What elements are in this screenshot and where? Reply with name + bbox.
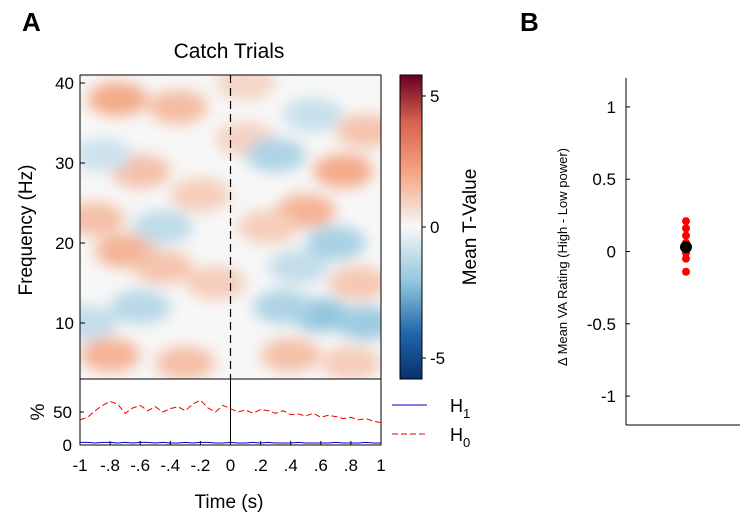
heatmap-y-tick-label: 10 bbox=[55, 314, 74, 333]
heatmap-y-tick-label: 20 bbox=[55, 234, 74, 253]
colorbar-label: Mean T-Value bbox=[460, 169, 481, 286]
x-tick-label: -.4 bbox=[160, 456, 180, 475]
dot-plot-y-tick-label: -0.5 bbox=[587, 315, 616, 334]
x-tick-label: .6 bbox=[314, 456, 328, 475]
proportion-plot: 0 50 -1 -.8 -.6 -.4 -.2 0 .2 .4 .6 .8 1 bbox=[53, 378, 386, 475]
heatmap-blob bbox=[80, 138, 133, 172]
heatmap-blob bbox=[253, 290, 314, 324]
dot-plot-y-tick-label: 0 bbox=[607, 243, 616, 262]
legend-label-h0: H0 bbox=[450, 425, 470, 450]
heatmap-blob bbox=[260, 338, 321, 372]
x-tick-label: .4 bbox=[284, 456, 298, 475]
x-tick-label: .2 bbox=[254, 456, 268, 475]
series-line-h0 bbox=[79, 399, 382, 424]
x-tick-label: -1 bbox=[72, 456, 87, 475]
dot-plot-point bbox=[682, 231, 690, 240]
x-tick-label: -.2 bbox=[190, 456, 210, 475]
colorbar-ticks: 5 0 -5 bbox=[422, 87, 445, 368]
heatmap-blob bbox=[170, 178, 231, 212]
dot-plot-point bbox=[682, 217, 690, 226]
heatmap-blob bbox=[238, 210, 299, 244]
legend-label-h1: H1 bbox=[450, 396, 470, 421]
heatmap-blob bbox=[132, 250, 193, 284]
heatmap-blob bbox=[245, 138, 306, 172]
heatmap-y-label: Frequency (Hz) bbox=[16, 165, 37, 296]
dot-plot-y-tick-label: -1 bbox=[601, 387, 616, 406]
x-tick-label: -.8 bbox=[100, 456, 120, 475]
heatmap-blob bbox=[110, 290, 171, 324]
heatmap-blob bbox=[283, 98, 344, 132]
heatmap-blob bbox=[305, 226, 366, 260]
heatmap-blob bbox=[132, 210, 193, 244]
heatmap-title: Catch Trials bbox=[174, 40, 285, 63]
proportion-y-tick-label: 50 bbox=[53, 403, 72, 422]
colorbar-tick-label: 0 bbox=[430, 218, 439, 237]
heatmap-blob bbox=[87, 82, 148, 116]
colorbar-tick-label: 5 bbox=[430, 87, 439, 106]
heatmap-blob bbox=[335, 306, 381, 340]
panel-letter-b: B bbox=[520, 7, 539, 37]
heatmap-blob bbox=[147, 90, 208, 124]
heatmap-blob bbox=[155, 346, 216, 379]
heatmap-blob bbox=[320, 346, 381, 379]
heatmap-blob bbox=[328, 266, 381, 300]
heatmap-blob bbox=[80, 202, 126, 236]
dot-plot-point bbox=[682, 267, 690, 276]
x-axis-label: Time (s) bbox=[195, 492, 264, 513]
heatmap-blob bbox=[185, 266, 246, 300]
colorbar: 5 0 -5 Mean T-Value bbox=[399, 74, 481, 380]
colorbar-tick-label: -5 bbox=[430, 349, 445, 368]
dot-plot-y-label: Δ Mean VA Rating (High - Low power) bbox=[555, 148, 570, 366]
heatmap-blob bbox=[215, 75, 276, 100]
heatmap-blob bbox=[335, 114, 381, 148]
x-tick-label: 1 bbox=[376, 456, 385, 475]
panel-letter-a: A bbox=[22, 7, 41, 37]
dot-plot-point bbox=[682, 254, 690, 263]
dot-plot-point bbox=[682, 224, 690, 233]
colorbar-gradient bbox=[400, 75, 422, 379]
proportion-y-tick-label: 0 bbox=[63, 436, 72, 455]
dot-plot-mean-point bbox=[680, 241, 692, 254]
heatmap-y-ticks: 10 20 30 40 bbox=[55, 74, 85, 333]
dot-plot-y-tick-label: 0.5 bbox=[592, 170, 616, 189]
heatmap-blob bbox=[80, 338, 141, 372]
x-tick-label: .8 bbox=[344, 456, 358, 475]
dot-plot-y-ticks: 1 0.5 0 -0.5 -1 bbox=[587, 98, 630, 406]
heatmap-y-tick-label: 30 bbox=[55, 154, 74, 173]
heatmap-blob bbox=[268, 250, 329, 284]
proportion-y-label: % bbox=[28, 403, 49, 420]
heatmap-blobs bbox=[80, 75, 381, 379]
heatmap-plot: 10 20 30 40 bbox=[55, 74, 382, 380]
dot-plot-points bbox=[680, 217, 692, 276]
x-tick-label: 0 bbox=[226, 456, 235, 475]
heatmap-y-tick-label: 40 bbox=[55, 74, 74, 93]
heatmap-blob bbox=[313, 154, 374, 188]
dot-plot-y-tick-label: 1 bbox=[607, 98, 616, 117]
dot-plot: 1 0.5 0 -0.5 -1 bbox=[587, 78, 740, 426]
heatmap-blob bbox=[80, 306, 118, 340]
proportion-y-ticks: 0 50 bbox=[53, 403, 84, 455]
x-tick-label: -.6 bbox=[130, 456, 150, 475]
proportion-x-ticks: -1 -.8 -.6 -.4 -.2 0 .2 .4 .6 .8 1 bbox=[72, 441, 386, 475]
